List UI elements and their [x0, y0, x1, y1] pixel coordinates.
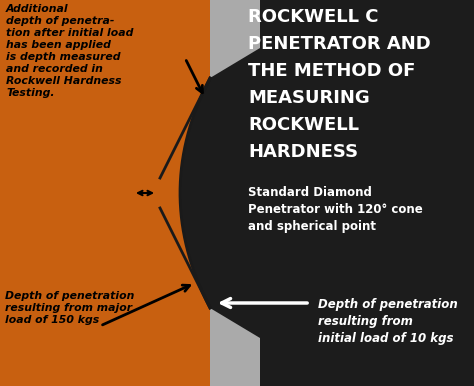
Text: ROCKWELL: ROCKWELL: [248, 116, 359, 134]
Text: Standard Diamond
Penetrator with 120° cone
and spherical point: Standard Diamond Penetrator with 120° co…: [248, 186, 423, 233]
Text: MEASURING: MEASURING: [248, 89, 370, 107]
Text: Additional
depth of penetra-
tion after initial load
has been applied
is depth m: Additional depth of penetra- tion after …: [6, 4, 133, 98]
Text: Depth of penetration
resulting from
initial load of 10 kgs: Depth of penetration resulting from init…: [318, 298, 458, 345]
Text: ROCKWELL C: ROCKWELL C: [248, 8, 379, 26]
Text: THE METHOD OF: THE METHOD OF: [248, 62, 415, 80]
Text: PENETRATOR AND: PENETRATOR AND: [248, 35, 431, 53]
Polygon shape: [155, 48, 474, 338]
Text: HARDNESS: HARDNESS: [248, 143, 358, 161]
Polygon shape: [0, 0, 210, 386]
Text: Depth of penetration
resulting from major
load of 150 kgs: Depth of penetration resulting from majo…: [5, 291, 134, 325]
Polygon shape: [210, 0, 260, 386]
